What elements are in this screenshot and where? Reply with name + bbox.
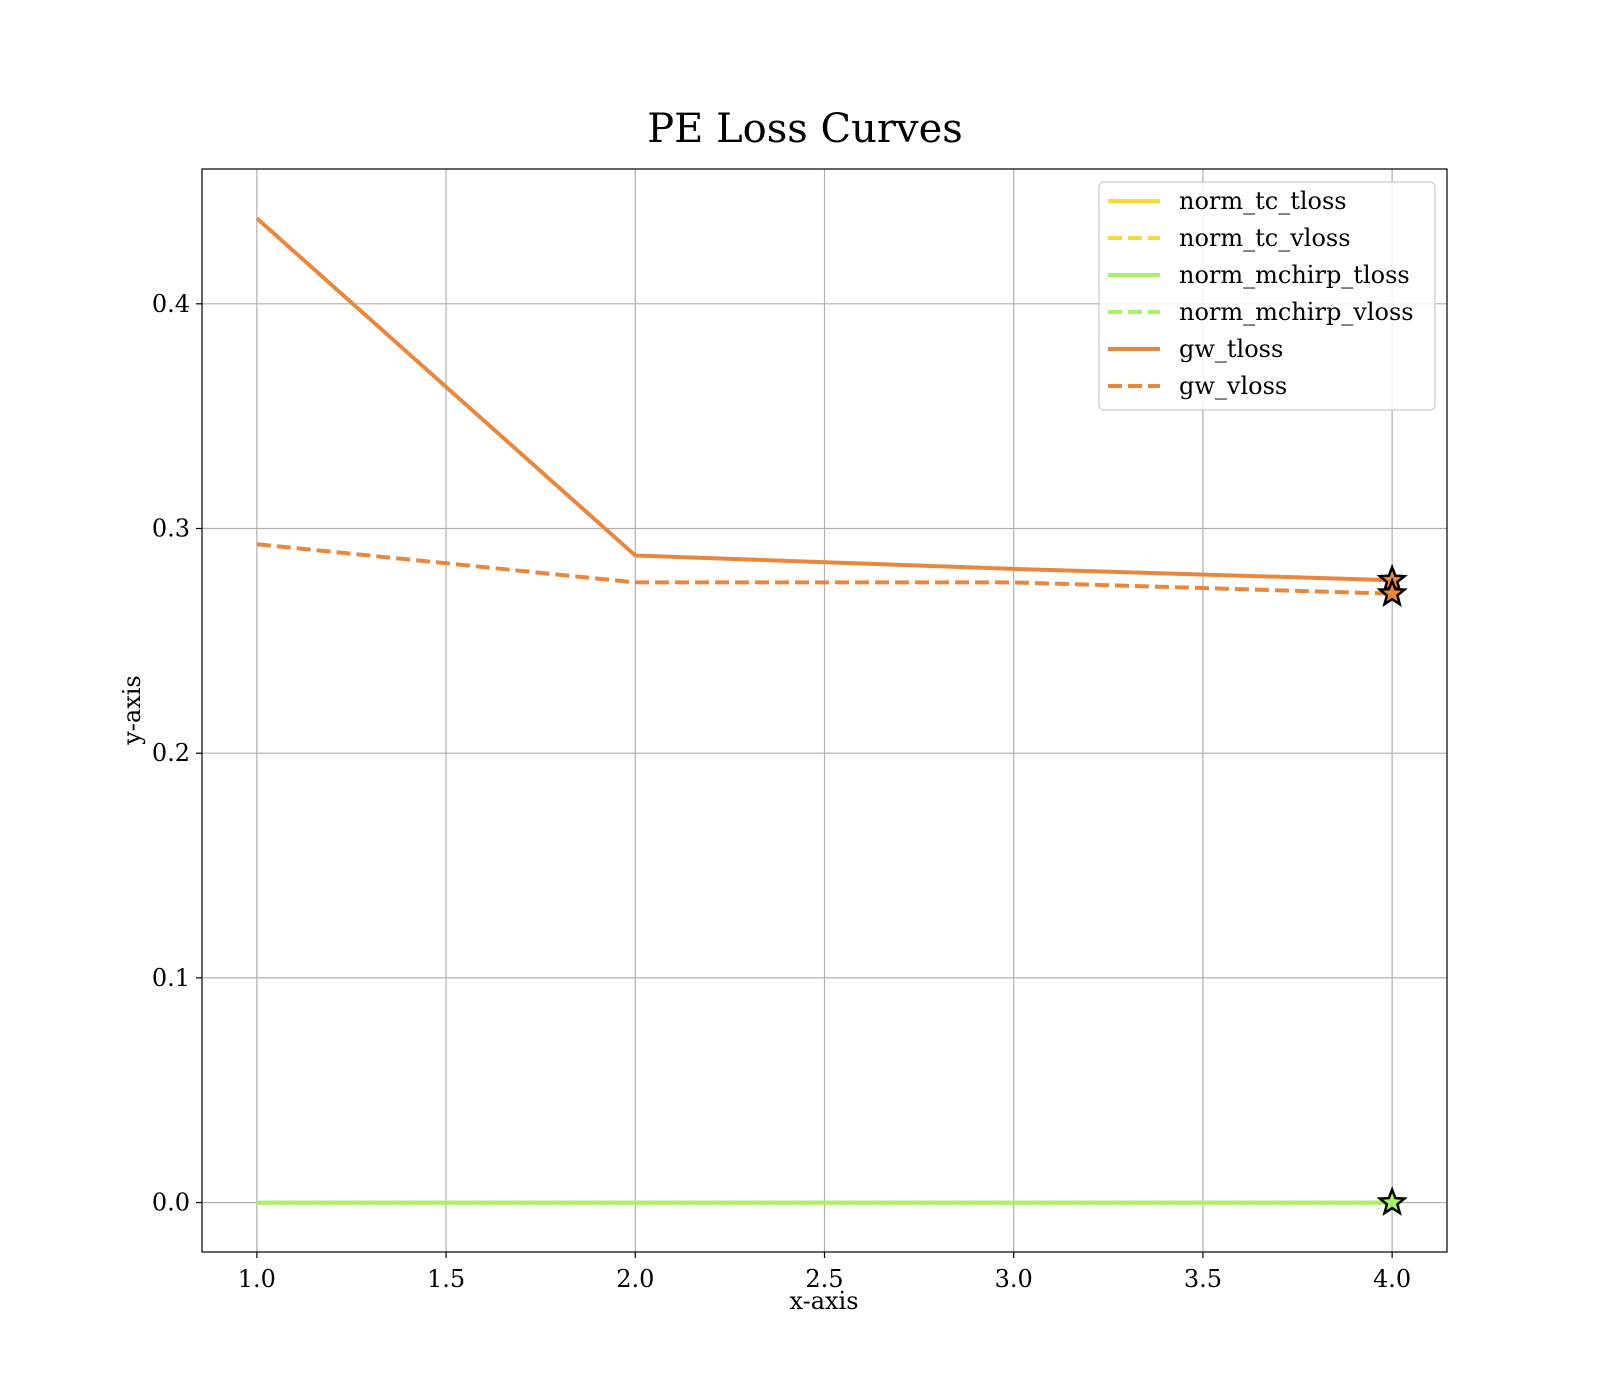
y-tick-label: 0.4 [152,290,190,318]
y-axis-label: y-axis [118,675,146,746]
legend-label-gw-vloss: gw_vloss [1179,372,1287,400]
x-tick-label: 3.0 [995,1265,1033,1293]
legend: norm_tc_tloss norm_tc_vloss norm_mchirp_tl… [1098,181,1436,411]
series-line-gw-vloss [256,542,1393,596]
legend-label-norm-tc-tloss: norm_tc_tloss [1179,187,1347,215]
x-axis-label: x-axis [789,1287,858,1315]
y-tick-label: 0.3 [152,515,190,543]
legend-label-gw-tloss: gw_tloss [1179,335,1283,363]
series-line-gw-tloss [255,216,1393,583]
star-marker-gw-vloss [1376,577,1408,608]
legend-label-norm-tc-vloss: norm_tc_vloss [1179,224,1351,252]
y-tick-label: 0.1 [152,964,190,992]
y-axis-ticks: 0.0 0.1 0.2 0.3 0.4 [152,290,202,1217]
x-axis-ticks: 1.0 1.5 2.0 2.5 3.0 3.5 4.0 [238,1252,1411,1293]
star-marker-norm-mchirp-tloss [1376,1186,1408,1216]
marker-layer [1376,563,1408,1216]
x-tick-label: 1.5 [427,1265,465,1293]
y-tick-label: 0.2 [152,739,190,767]
legend-box [1098,181,1436,411]
x-tick-label: 4.0 [1373,1265,1411,1293]
x-tick-label: 1.0 [238,1265,276,1293]
x-tick-label: 2.0 [616,1265,654,1293]
x-tick-label: 3.5 [1184,1265,1222,1293]
legend-label-norm-mchirp-vloss: norm_mchirp_vloss [1179,298,1414,326]
x-tick-label: 2.5 [805,1265,843,1293]
chart-title: PE Loss Curves [647,106,963,152]
legend-label-norm-mchirp-tloss: norm_mchirp_tloss [1179,261,1410,289]
y-tick-label: 0.0 [152,1189,190,1217]
series-layer [255,216,1393,1205]
